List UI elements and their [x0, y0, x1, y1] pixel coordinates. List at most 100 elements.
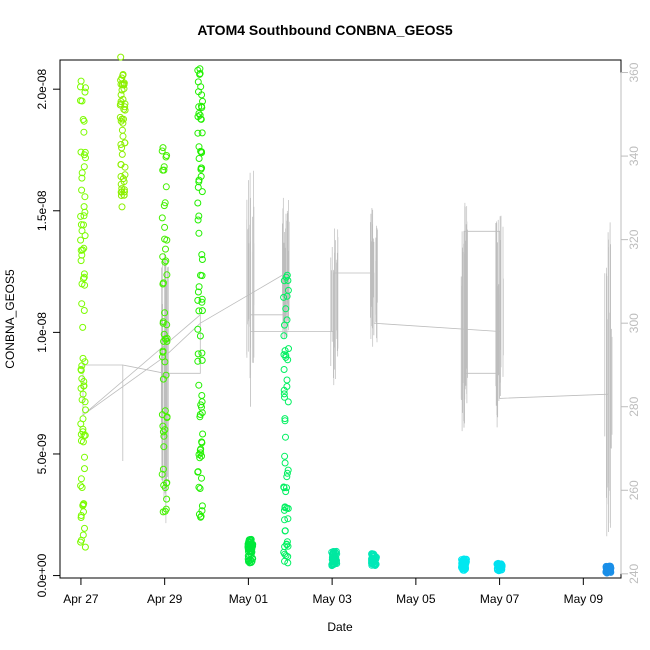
scatter-point [247, 544, 255, 551]
scatter-point [77, 420, 85, 428]
scatter-point [195, 283, 203, 291]
scatter-point [163, 479, 171, 487]
scatter-point [282, 353, 290, 361]
scatter-point [281, 516, 288, 524]
scatter-point [196, 485, 204, 492]
y2-tick-label: 280 [627, 396, 641, 416]
scatter-point [77, 83, 84, 91]
scatter-point [283, 538, 291, 546]
scatter-point [247, 559, 255, 566]
scatter-point [198, 507, 206, 515]
scatter-point [121, 139, 129, 147]
scatter-point [117, 98, 125, 105]
right-axis-spikes [330, 228, 339, 386]
scatter-point [117, 117, 125, 125]
scatter-point [161, 507, 169, 515]
scatter-point [194, 468, 202, 476]
scatter-point [369, 552, 377, 560]
scatter-point [458, 560, 466, 568]
right-axis-spikes [460, 202, 468, 432]
scatter-point [163, 271, 171, 279]
scatter-point [80, 270, 88, 278]
scatter-point [77, 482, 85, 490]
scatter-point [198, 298, 206, 306]
y2-tick-label: 240 [627, 563, 641, 583]
scatter-point [158, 470, 166, 478]
scatter-point [198, 164, 206, 172]
scatter-point [82, 406, 89, 414]
x-tick-label: Apr 27 [63, 592, 99, 606]
scatter-point [195, 307, 203, 315]
scatter-point [79, 428, 87, 436]
scatter-point [161, 199, 169, 207]
scatter-point [80, 378, 88, 385]
scatter-point [120, 178, 128, 186]
scatter-point [81, 88, 89, 96]
scatter-point [77, 514, 85, 521]
scatter-point [198, 307, 206, 315]
scatter-point [197, 271, 204, 279]
scatter-point [196, 70, 204, 77]
scatter-point [161, 235, 169, 243]
scatter-point [160, 163, 168, 171]
scatter-point [120, 191, 128, 199]
y-tick-label: 0.0e+00 [35, 553, 49, 597]
scatter-point [80, 212, 88, 220]
scatter-point [194, 288, 202, 296]
scatter-point [194, 129, 202, 137]
scatter-point [161, 335, 169, 343]
scatter-point [282, 488, 290, 496]
right-axis-spikes [604, 222, 613, 537]
scatter-point [161, 309, 169, 317]
scatter-point [162, 183, 170, 191]
scatter-point [163, 152, 171, 159]
scatter-point [284, 277, 292, 284]
scatter-point [280, 332, 288, 340]
scatter-point [121, 171, 129, 179]
scatter-point [283, 541, 291, 549]
scatter-point [81, 524, 88, 532]
scatter-point [198, 502, 206, 510]
x-tick-label: May 07 [480, 592, 520, 606]
scatter-point [245, 557, 253, 564]
y2-tick-label: 300 [627, 313, 641, 333]
y-tick-label: 5.0e-09 [35, 433, 49, 474]
scatter-point [281, 417, 289, 425]
scatter-point [78, 186, 86, 194]
scatter-point [77, 77, 85, 85]
scatter-point [163, 495, 171, 503]
scatter-point [77, 221, 85, 229]
scatter-point [283, 383, 291, 390]
scatter-point [78, 169, 86, 177]
y2-axis: 240 260 280 300 320 340 360 [620, 62, 641, 584]
y2-tick-label: 340 [627, 146, 641, 166]
right-axis-spikes [495, 215, 504, 428]
scatter-point [280, 390, 288, 398]
scatter-point [159, 253, 167, 261]
scatter-point [198, 349, 206, 357]
scatter-point [283, 469, 291, 477]
scatter-point [77, 475, 85, 483]
scatter-point [460, 556, 468, 564]
scatter-point [117, 141, 125, 148]
y-tick-label: 2.0e-08 [35, 69, 49, 110]
scatter-point [160, 432, 168, 440]
scatter-point [196, 411, 204, 418]
scatter-point [283, 316, 291, 324]
y-axis: 0.0e+00 5.0e-09 1.0e-08 1.5e-08 2.0e-08 [35, 69, 61, 597]
scatter-point [282, 305, 290, 313]
scatter-point [280, 293, 288, 301]
scatter-point [194, 199, 202, 207]
scatter-point [198, 295, 206, 303]
scatter-point [158, 214, 166, 222]
scatter-point [368, 561, 376, 569]
scatter-point [282, 433, 289, 441]
scatter-point [194, 357, 202, 365]
scatter-point [603, 566, 611, 573]
scatter-point [80, 244, 88, 252]
scatter-point [282, 351, 290, 359]
x-tick-label: May 01 [229, 592, 269, 606]
scatter-point [118, 126, 126, 134]
scatter-point [195, 381, 203, 389]
